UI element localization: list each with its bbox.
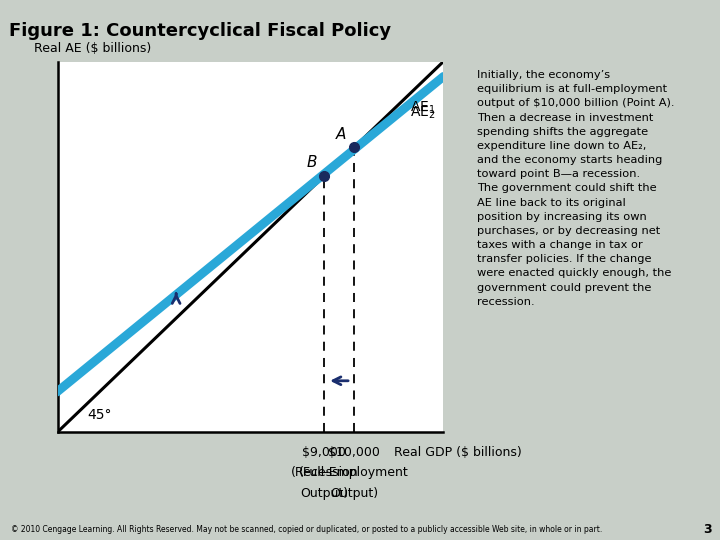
Text: Real GDP ($ billions): Real GDP ($ billions): [394, 446, 521, 458]
Text: Initially, the economy’s
equilibrium is at full-employment
output of $10,000 bil: Initially, the economy’s equilibrium is …: [477, 70, 675, 307]
Text: © 2010 Cengage Learning. All Rights Reserved. May not be scanned, copied or dupl: © 2010 Cengage Learning. All Rights Rese…: [11, 525, 602, 534]
Text: B: B: [307, 156, 317, 171]
Text: Output): Output): [300, 487, 348, 500]
Text: Figure 1: Countercyclical Fiscal Policy: Figure 1: Countercyclical Fiscal Policy: [9, 22, 391, 40]
Text: AE$_2$: AE$_2$: [410, 104, 436, 120]
Text: A: A: [336, 127, 346, 142]
Text: Real AE ($ billions): Real AE ($ billions): [35, 42, 152, 55]
Text: (Recession: (Recession: [290, 466, 358, 479]
Text: AE$_1$: AE$_1$: [410, 100, 436, 117]
Text: $10,000: $10,000: [328, 446, 380, 458]
Text: (Full-Employment: (Full-Employment: [299, 466, 409, 479]
Text: 3: 3: [703, 523, 711, 536]
Text: Output): Output): [330, 487, 378, 500]
Text: 45°: 45°: [87, 408, 112, 422]
Text: $9,000: $9,000: [302, 446, 346, 458]
